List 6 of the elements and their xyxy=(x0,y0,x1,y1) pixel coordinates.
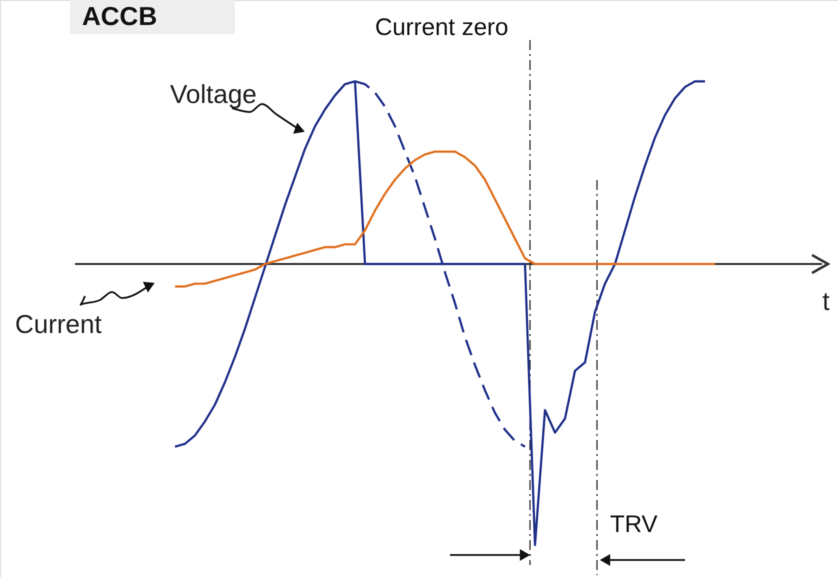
text: Voltage xyxy=(170,79,257,109)
annotation: TRV xyxy=(610,511,658,538)
x-axis-title: t xyxy=(822,286,830,316)
text: Current zero xyxy=(375,14,508,41)
text: Current xyxy=(15,309,102,339)
text: ACCB xyxy=(82,1,158,31)
